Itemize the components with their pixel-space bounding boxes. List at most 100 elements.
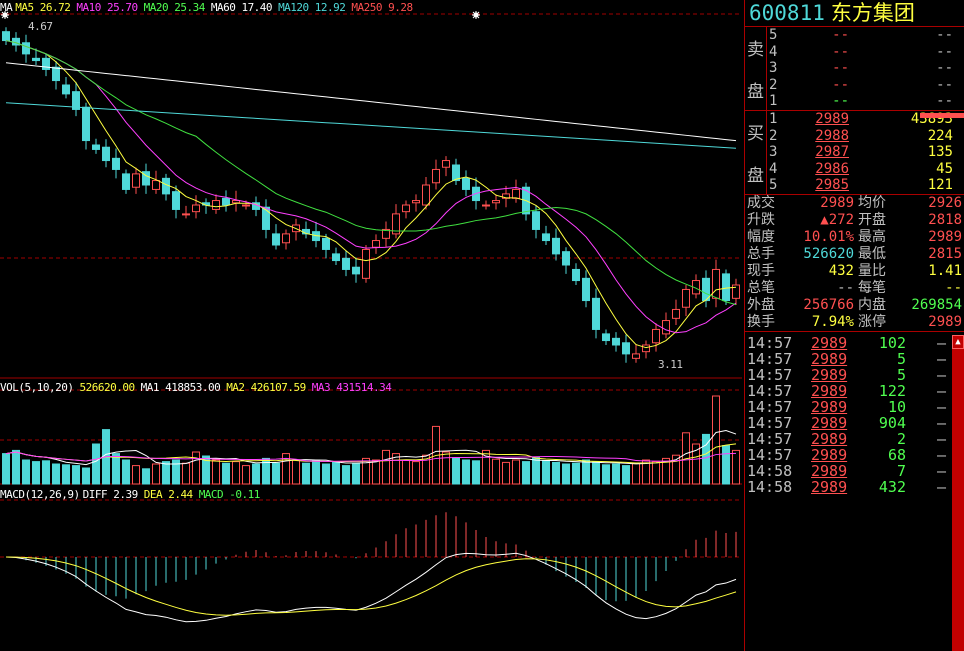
volume: -- [936, 27, 953, 43]
stat-value: 432 [828, 263, 854, 279]
trade-direction: — [936, 382, 946, 400]
candle-body [512, 188, 520, 199]
price: 2987 [815, 144, 849, 160]
level: 2 [769, 127, 778, 144]
volume-bar [142, 468, 150, 485]
trade-row: 14:57 2989 5 — [745, 367, 964, 383]
trade-price: 2989 [811, 350, 848, 368]
candle-body [182, 213, 190, 216]
scrollbar[interactable]: ▲ [952, 335, 964, 651]
trade-direction: — [936, 334, 946, 352]
volume-bar [32, 461, 40, 485]
stat-row: 总手 526620 最低 2815 [745, 246, 964, 263]
sell-row[interactable]: 3 -- -- [769, 60, 959, 77]
trade-row: 14:58 2989 432 — [745, 479, 964, 495]
sell-row[interactable]: 5 -- -- [769, 27, 959, 44]
kline-chart[interactable] [0, 0, 743, 651]
volume-bar [692, 443, 700, 485]
volume-bar [162, 461, 170, 485]
ma5-value: MA5 26.72 [15, 1, 71, 14]
stat-value: ▲272 [820, 212, 854, 228]
candle-body [622, 342, 630, 355]
volume-bar [362, 457, 370, 485]
volume-bar [412, 461, 420, 485]
candle-body [152, 180, 160, 190]
scroll-up-arrow-icon[interactable]: ▲ [952, 335, 964, 349]
buy-row[interactable]: 3 2987 135 [769, 144, 959, 161]
trade-time: 14:57 [747, 350, 793, 368]
volume-bar [462, 459, 470, 485]
stock-header: 600811 东方集团 [745, 0, 964, 27]
stat-label: 现手 [747, 263, 775, 279]
volume-bar [52, 463, 60, 485]
trade-ticks[interactable]: 14:57 2989 102—14:57 2989 5—14:57 2989 5—14:57… [745, 332, 964, 495]
volume-bar [532, 457, 540, 485]
buy-row[interactable]: 4 2986 45 [769, 161, 959, 178]
level: 3 [769, 144, 778, 160]
volume-bar [402, 459, 410, 485]
volume-bar [602, 464, 610, 485]
ma10-value: MA10 25.70 [76, 1, 138, 14]
volume-bar [562, 463, 570, 485]
ma10-line [5, 40, 737, 334]
stat-value: 2815 [928, 246, 962, 262]
trade-row: 14:57 2989 68 — [745, 447, 964, 463]
candle-body [632, 353, 640, 359]
candle-body [582, 277, 590, 302]
candle-body [132, 173, 140, 188]
stat-label: 换手 [747, 314, 775, 330]
price: 2989 [815, 111, 849, 127]
ma60-line [5, 62, 737, 142]
trade-time: 14:58 [747, 478, 793, 496]
volume-bar [122, 459, 130, 485]
volume-bar [542, 460, 550, 485]
candle-body [552, 237, 560, 255]
buy-row[interactable]: 5 2985 121 [769, 177, 959, 194]
volume-bar [232, 461, 240, 485]
trade-row: 14:57 2989 2 — [745, 431, 964, 447]
stock-name: 东方集团 [830, 1, 915, 25]
volume-bar [212, 459, 220, 485]
volume-bar [642, 459, 650, 485]
candle-body [272, 233, 280, 246]
volume-bar [662, 457, 670, 485]
sell-row[interactable]: 2 -- -- [769, 77, 959, 94]
stat-label: 总笔 [747, 280, 775, 296]
candle-body [462, 177, 470, 190]
volume-bar [482, 449, 490, 485]
stat-label: 升跌 [747, 212, 775, 228]
volume-bar [172, 459, 180, 485]
vol-ma1: MA1 418853.00 [140, 381, 221, 394]
price: 2986 [815, 160, 849, 177]
candle-body [222, 197, 230, 206]
candle-body [482, 204, 490, 207]
volume: 45 [936, 160, 953, 177]
candle-body [142, 171, 150, 186]
volume-bar [652, 461, 660, 485]
volume-bar [342, 465, 350, 485]
stat-row: 外盘 256766 内盘 269854 [745, 297, 964, 314]
volume-bar [722, 445, 730, 485]
stats-table: 成交 2989 均价 2926 升跌 ▲272 开盘 2818 幅度 10.01% 最高 2989 总手… [745, 195, 964, 332]
candle-body [532, 211, 540, 230]
trade-volume: 904 [878, 414, 906, 432]
candle-body [102, 146, 110, 162]
candle-body [42, 57, 50, 70]
buy-row[interactable]: 2 2988 224 [769, 128, 959, 145]
candle-body [442, 160, 450, 168]
stat-row: 现手 432 量比 1.41 [745, 263, 964, 280]
volume-bar [612, 463, 620, 485]
volume-bar [632, 462, 640, 485]
stat-value: -- [945, 280, 962, 296]
volume-bar [252, 463, 260, 485]
candle-body [352, 266, 360, 275]
sell-row[interactable]: 4 -- -- [769, 44, 959, 61]
sell-row[interactable]: 1 -- -- [769, 93, 959, 110]
level: 5 [769, 177, 778, 193]
stat-value: 7.94% [811, 314, 854, 330]
volume-bar [672, 454, 680, 485]
stat-value: 2989 [928, 229, 962, 245]
trade-time: 14:57 [747, 366, 793, 384]
high-price-mark: 4.67 [28, 20, 53, 33]
stat-label: 开盘 [858, 212, 886, 228]
